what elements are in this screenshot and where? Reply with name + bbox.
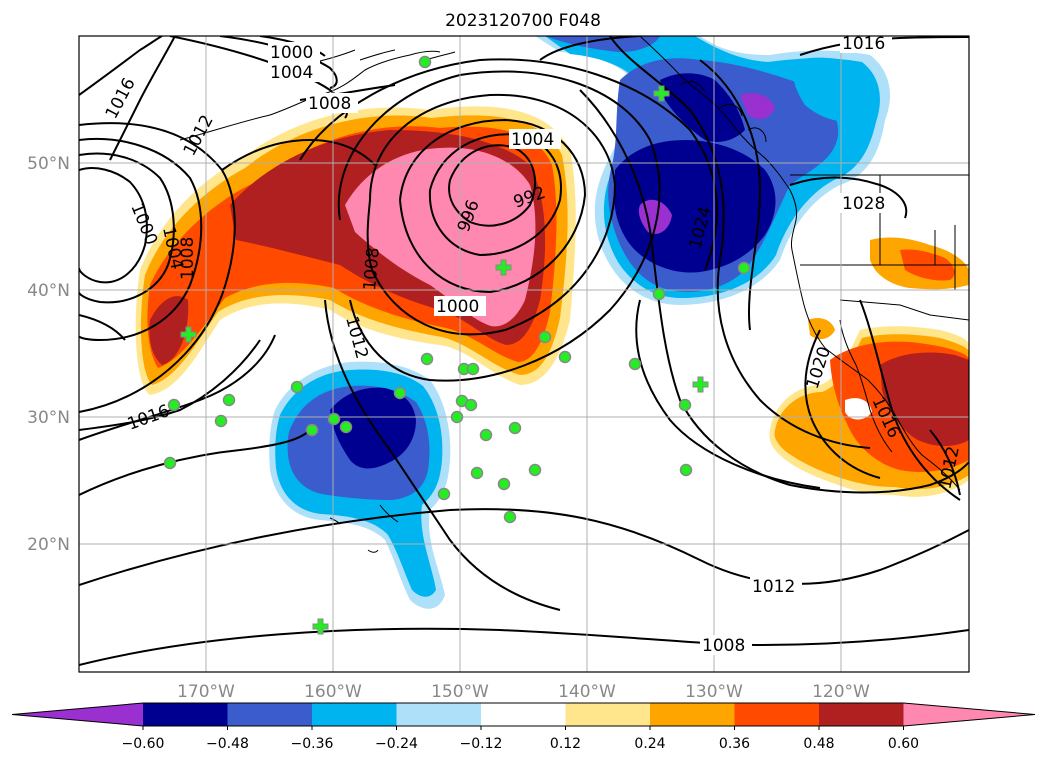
lon-label: 150°W — [431, 682, 489, 702]
obs-marker — [678, 398, 692, 412]
obs-cross — [495, 259, 512, 276]
obs-marker — [679, 463, 693, 477]
map-frame — [78, 35, 970, 673]
colorbar-tick-labels: −0.60 −0.48 −0.36 −0.24 −0.12 0.12 0.24 0.36 0.4… — [122, 736, 920, 752]
colorbar-tick-label: 0.12 — [550, 736, 581, 752]
colorbar-segment — [143, 703, 228, 726]
contour-label-1028: 1028 — [842, 194, 885, 214]
contour-label-1000-north: 1000 — [270, 43, 313, 63]
obs-marker — [558, 350, 572, 364]
colorbar-tick-label: −0.48 — [206, 736, 249, 752]
colorbar-segment — [565, 703, 651, 726]
lon-label: 120°W — [812, 682, 870, 702]
obs-marker — [222, 393, 236, 407]
obs-cross — [692, 376, 709, 393]
lat-label: 40°N — [27, 281, 70, 301]
obs-marker — [305, 423, 319, 437]
obs-marker — [393, 386, 407, 400]
colorbar-tick-label: 0.60 — [888, 736, 919, 752]
obs-marker — [163, 456, 177, 470]
obs-cross — [653, 85, 670, 102]
colorbar-tick-label: 0.36 — [719, 736, 750, 752]
colorbar-segment — [227, 703, 313, 726]
colorbar-tick-label: −0.60 — [122, 736, 165, 752]
observation-crosses — [180, 85, 709, 635]
map-title: 2023120700 F048 — [445, 11, 601, 31]
obs-marker — [339, 420, 353, 434]
contour-label-1008-south: 1008 — [702, 636, 745, 656]
obs-marker — [470, 466, 484, 480]
colorbar-tick-label: 0.24 — [634, 736, 665, 752]
lat-label: 30°N — [27, 408, 70, 428]
lon-label: 140°W — [558, 682, 616, 702]
obs-marker — [214, 414, 228, 428]
colorbar-segment — [396, 703, 482, 726]
colorbar-extend-low — [12, 703, 143, 726]
obs-marker — [450, 410, 464, 424]
contour-label-1008-west: 1008 — [178, 237, 198, 280]
obs-marker — [652, 287, 666, 301]
contour-label-1004-north: 1004 — [270, 63, 313, 83]
lon-label: 130°W — [685, 682, 743, 702]
contour-label-1012-south: 1012 — [752, 577, 795, 597]
obs-marker — [420, 352, 434, 366]
colorbar — [11, 702, 1036, 730]
observation-circles — [163, 55, 751, 524]
colorbar-tick-label: −0.24 — [375, 736, 418, 752]
obs-cross — [312, 618, 329, 635]
obs-marker — [464, 398, 478, 412]
obs-marker — [327, 412, 341, 426]
obs-cross — [180, 326, 197, 343]
lat-axis-labels: 50°N 40°N 30°N 20°N — [27, 154, 70, 555]
contour-label-1000-center: 1000 — [436, 297, 479, 317]
map-plot-area: 1000 1004 1008 1016 1012 1004 992 996 10… — [79, 34, 969, 672]
lat-label: 20°N — [27, 535, 70, 555]
obs-marker — [508, 421, 522, 435]
colorbar-segment — [650, 703, 735, 726]
obs-marker — [466, 362, 480, 376]
lon-label: 160°W — [304, 682, 362, 702]
obs-marker — [437, 487, 451, 501]
obs-marker — [503, 510, 517, 524]
coastlines — [179, 36, 961, 553]
contour-labels: 1000 1004 1008 1016 1012 1004 992 996 10… — [102, 34, 964, 656]
obs-marker — [538, 330, 552, 344]
lat-label: 50°N — [27, 154, 70, 174]
colorbar-tick-label: 0.48 — [803, 736, 834, 752]
borders — [790, 174, 969, 321]
positive-anomaly-west — [135, 106, 576, 396]
colorbar-extend-high — [903, 703, 1035, 726]
obs-marker — [628, 357, 642, 371]
obs-marker — [528, 463, 542, 477]
colorbar-segment — [734, 703, 820, 726]
obs-marker — [290, 380, 304, 394]
grid-lines — [79, 36, 969, 672]
contour-label-1004-low: 1004 — [511, 130, 554, 150]
obs-marker — [497, 477, 511, 491]
obs-marker — [418, 55, 432, 69]
colorbar-tick-label: −0.12 — [460, 736, 503, 752]
colorbar-segment — [481, 703, 566, 726]
colorbar-segment — [312, 703, 397, 726]
obs-marker — [167, 398, 181, 412]
obs-marker — [737, 261, 751, 275]
contour-label-1008-center: 1008 — [360, 247, 384, 292]
negative-anomaly-northeast — [535, 36, 890, 305]
contour-label-1008-north: 1008 — [308, 94, 351, 114]
colorbar-tick-label: −0.36 — [291, 736, 334, 752]
contour-label-1016-northeast: 1016 — [842, 34, 885, 54]
obs-marker — [479, 428, 493, 442]
lon-axis-labels: 170°W 160°W 150°W 140°W 130°W 120°W — [177, 682, 870, 702]
colorbar-segment — [819, 703, 904, 726]
lon-label: 170°W — [177, 682, 235, 702]
